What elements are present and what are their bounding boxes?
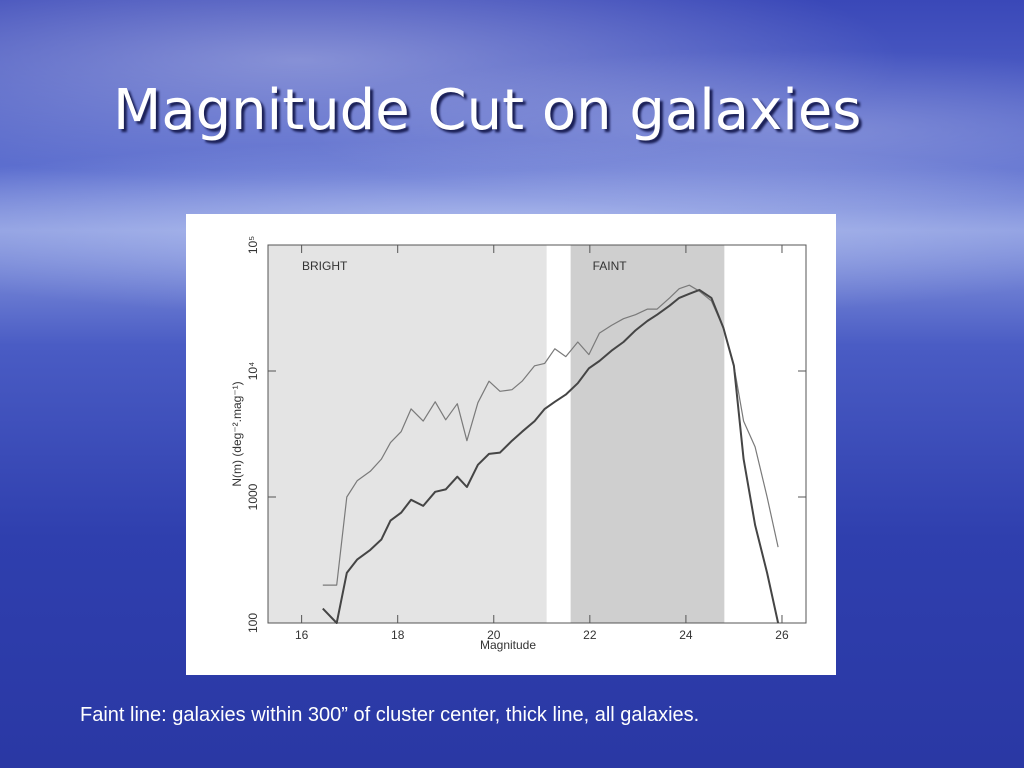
region (570, 245, 725, 623)
y-tick-label: 100 (246, 613, 260, 633)
y-tick-label: 1000 (246, 483, 260, 510)
data-line (322, 288, 780, 624)
caption: Faint line: galaxies within 300” of clus… (80, 704, 700, 726)
x-tick-label: 26 (775, 628, 789, 642)
region (268, 245, 547, 623)
x-tick-label: 18 (391, 628, 405, 642)
x-tick-label: 22 (583, 628, 597, 642)
chart: Magnitude N(m) (deg⁻².mag⁻¹) BRIGHT FAINT… (186, 214, 836, 675)
x-tick-label: 16 (295, 628, 309, 642)
region-label: FAINT (593, 259, 628, 273)
data-line (322, 284, 779, 586)
slide-title: Magnitude Cut on galaxies (113, 78, 862, 143)
x-tick-label: 20 (487, 628, 501, 642)
x-axis-label: Magnitude (480, 638, 536, 652)
x-tick-label: 24 (679, 628, 693, 642)
plot-frame (267, 244, 807, 624)
region-label: BRIGHT (302, 259, 348, 273)
y-tick-label: 10⁴ (246, 362, 260, 381)
y-tick-label: 10⁵ (246, 236, 260, 254)
y-axis-label: N(m) (deg⁻².mag⁻¹) (230, 381, 244, 486)
